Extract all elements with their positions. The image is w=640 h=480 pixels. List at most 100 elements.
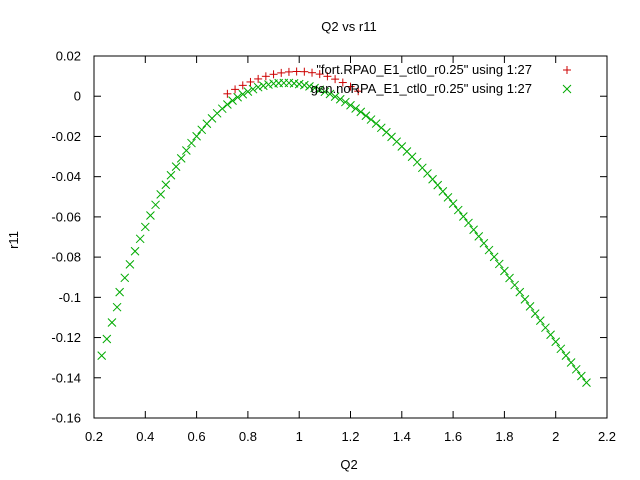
data-point xyxy=(464,218,473,228)
x-tick: 0.4 xyxy=(136,56,154,444)
data-point xyxy=(469,225,478,235)
x-tick-label: 2 xyxy=(552,429,559,444)
data-point xyxy=(294,79,304,89)
x-tick-label: 1.6 xyxy=(444,429,462,444)
y-tick: -0.1 xyxy=(59,290,607,305)
data-point xyxy=(231,85,240,94)
data-point xyxy=(341,97,350,107)
x-tick: 1 xyxy=(296,56,303,444)
data-point xyxy=(223,100,232,109)
data-point xyxy=(112,302,122,312)
y-tick-label: -0.04 xyxy=(51,169,81,184)
data-point xyxy=(140,222,150,232)
data-point xyxy=(102,334,112,344)
data-point xyxy=(510,280,520,290)
y-tick: -0.02 xyxy=(51,129,607,144)
data-point xyxy=(125,259,135,269)
data-point xyxy=(556,344,566,354)
data-point xyxy=(459,212,468,221)
y-tick-label: 0 xyxy=(74,89,81,104)
legend-marker-plus xyxy=(563,66,571,74)
data-point xyxy=(551,337,561,347)
data-point xyxy=(346,100,355,110)
data-point xyxy=(323,72,332,81)
data-point xyxy=(277,68,286,77)
data-point xyxy=(438,186,448,196)
y-tick-label: -0.14 xyxy=(51,370,81,385)
y-tick: -0.14 xyxy=(51,370,607,385)
data-point xyxy=(238,81,247,90)
data-point xyxy=(433,180,443,190)
y-axis-label: r11 xyxy=(6,231,21,249)
legend-marker-cross xyxy=(562,84,572,94)
data-point xyxy=(566,358,576,367)
data-point xyxy=(161,180,171,190)
x-tick-label: 0.4 xyxy=(136,429,154,444)
data-point xyxy=(310,83,319,93)
x-tick: 1.8 xyxy=(495,56,513,444)
y-tick: 0 xyxy=(74,89,607,104)
data-point xyxy=(520,294,530,304)
x-tick-label: 1 xyxy=(296,429,303,444)
data-point xyxy=(330,92,340,101)
data-point xyxy=(331,75,340,84)
y-tick-label: -0.06 xyxy=(51,209,81,224)
data-point xyxy=(253,82,263,92)
data-point xyxy=(582,378,591,387)
data-point xyxy=(474,232,484,241)
data-point xyxy=(233,92,242,102)
series-fort-rpa0 xyxy=(223,67,363,98)
data-point xyxy=(479,238,489,248)
data-point xyxy=(261,72,270,81)
data-point xyxy=(335,94,345,104)
data-point xyxy=(354,87,363,96)
data-point xyxy=(489,252,499,262)
x-tick-label: 2.2 xyxy=(598,429,616,444)
data-point xyxy=(156,190,166,199)
data-point xyxy=(254,74,263,83)
y-tick: -0.12 xyxy=(51,330,607,345)
data-point xyxy=(187,138,196,148)
x-axis-label: Q2 xyxy=(340,457,357,472)
data-point xyxy=(192,131,201,141)
data-point xyxy=(448,199,458,208)
data-point xyxy=(151,200,160,210)
data-point xyxy=(176,154,186,163)
data-point xyxy=(315,70,324,79)
data-point xyxy=(228,96,237,106)
x-tick-label: 1.2 xyxy=(341,429,359,444)
data-point xyxy=(530,309,540,318)
y-tick: -0.08 xyxy=(51,250,607,265)
data-point xyxy=(246,77,255,86)
data-point xyxy=(269,70,278,79)
data-point xyxy=(299,80,309,90)
data-point xyxy=(305,82,314,91)
y-tick-label: -0.12 xyxy=(51,330,81,345)
y-tick-label: -0.16 xyxy=(51,411,81,426)
data-point xyxy=(120,273,130,283)
plot-frame xyxy=(93,55,608,419)
data-point xyxy=(576,371,586,381)
data-point xyxy=(371,119,381,128)
data-point xyxy=(284,67,293,76)
data-point xyxy=(308,68,317,77)
y-tick-label: -0.02 xyxy=(51,129,81,144)
data-point xyxy=(258,81,268,91)
data-point xyxy=(146,211,155,220)
data-point xyxy=(546,330,555,340)
axis-ticks: 0.2 0.4 0.6 0.8 1 1.2 1.4 1.6 1.8 2 2.2 0.02 0 -0.02 -… xyxy=(51,49,616,445)
data-point xyxy=(500,266,509,276)
series-gen-norpa xyxy=(97,78,591,387)
data-point xyxy=(292,67,301,76)
data-point xyxy=(181,146,191,155)
data-point xyxy=(515,287,525,297)
data-point xyxy=(97,351,107,361)
legend-cross-icon xyxy=(562,84,572,94)
y-tick-label: -0.08 xyxy=(51,250,81,265)
data-point xyxy=(494,259,504,269)
data-point xyxy=(217,104,227,114)
x-tick: 1.2 xyxy=(341,56,360,444)
data-point xyxy=(197,125,207,135)
x-tick-label: 0.6 xyxy=(188,429,206,444)
